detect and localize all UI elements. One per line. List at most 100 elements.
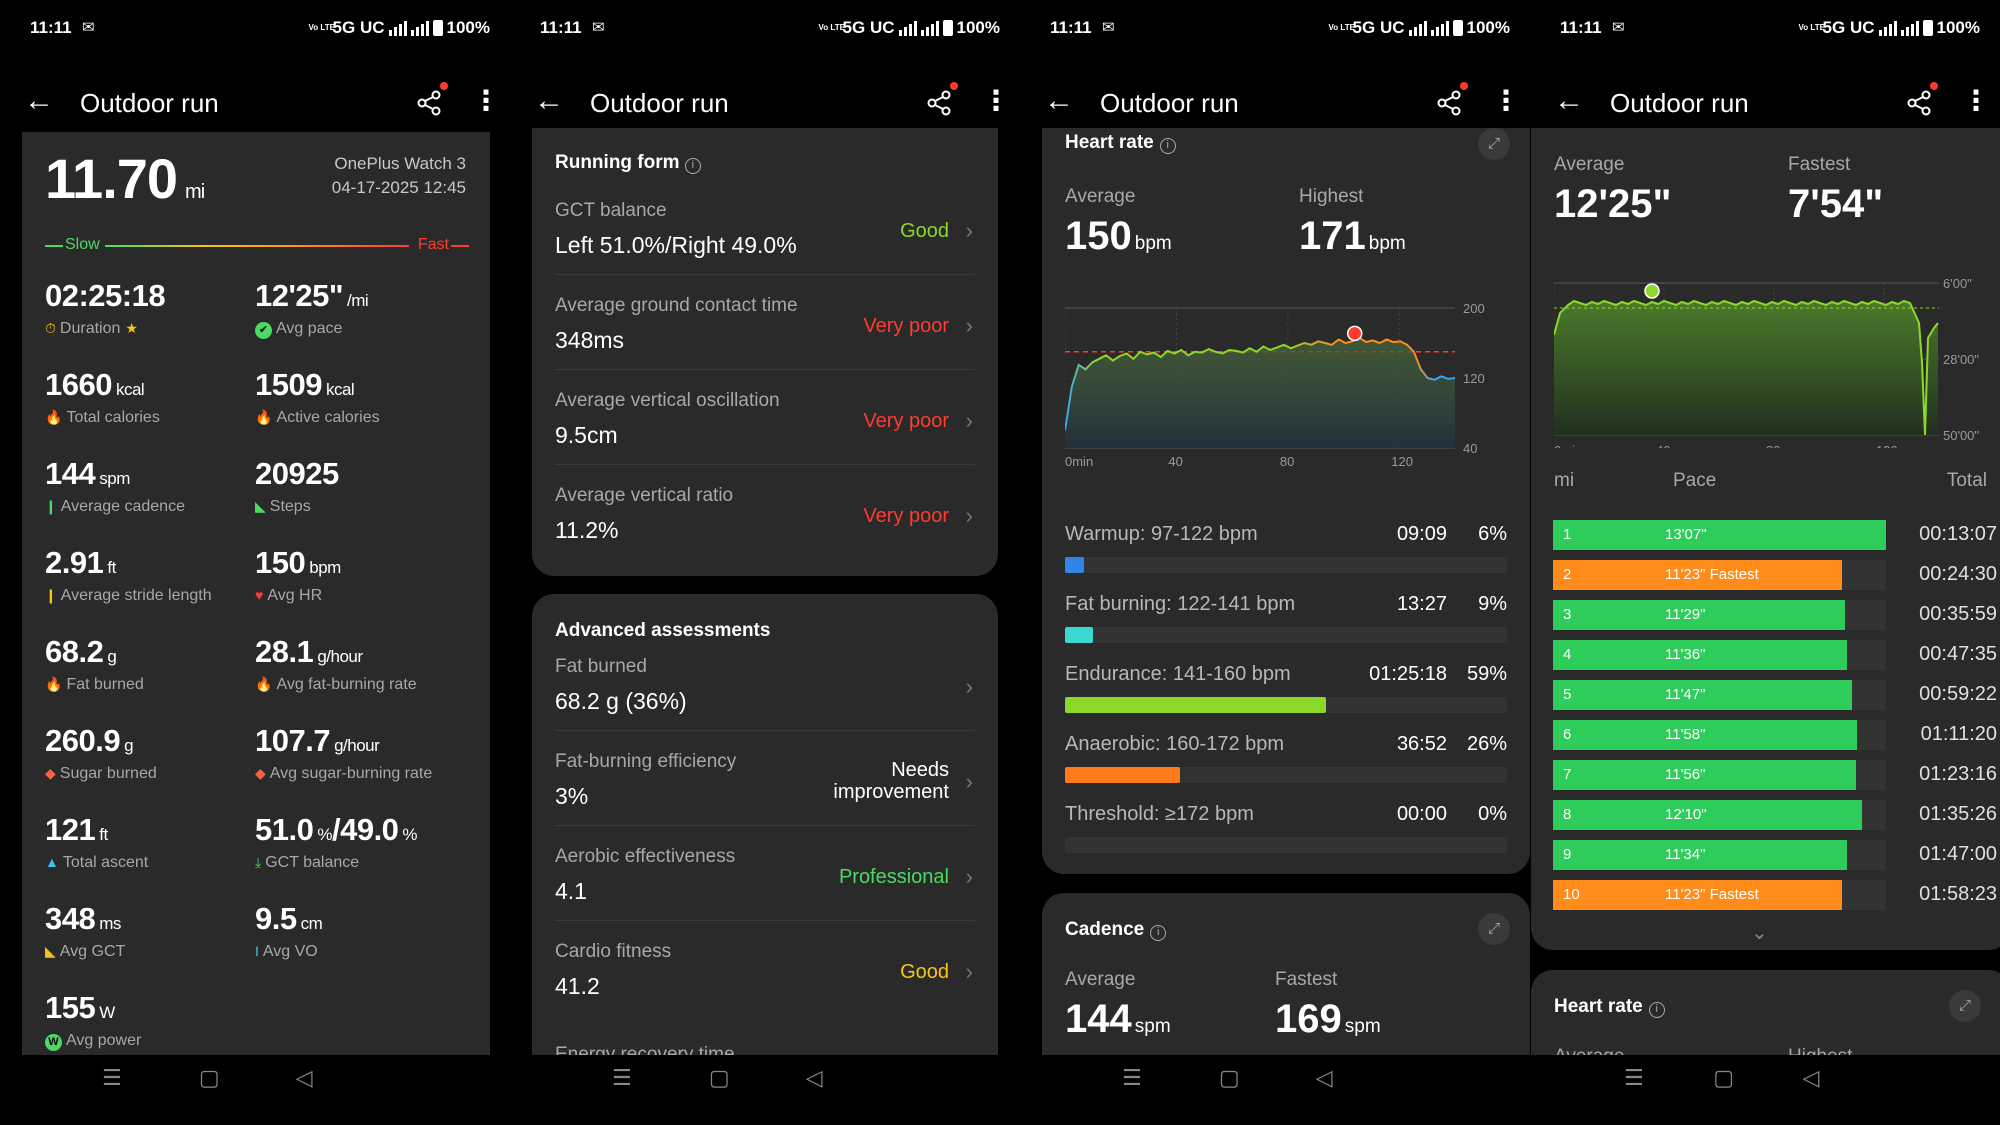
- recents-button[interactable]: ☰: [612, 1065, 632, 1090]
- split-row: 1 13'07" 00:13:07: [1553, 520, 1997, 550]
- network-label: 5G UC: [842, 18, 895, 37]
- status-icons: Vo LTE 5G UC 100%: [1799, 18, 1980, 38]
- info-icon[interactable]: i: [1150, 925, 1167, 941]
- network-label: 5G UC: [1352, 18, 1405, 37]
- stat-total-ascent: 121 ft ▲ Total ascent: [45, 812, 149, 871]
- nav-back-button[interactable]: ◁: [805, 1065, 823, 1090]
- split-total: 00:47:35: [1919, 643, 1997, 665]
- expand-icon[interactable]: ⤢: [1478, 128, 1510, 160]
- back-arrow-icon[interactable]: ←: [534, 84, 564, 117]
- status-bar: 11:11 ✉ Vo LTE 5G UC 100%: [1530, 0, 2000, 56]
- signal-icon: [898, 20, 917, 36]
- footprints-icon: ❙: [45, 587, 57, 603]
- share-button[interactable]: [414, 82, 448, 118]
- assessment-row[interactable]: Aerobic effectiveness 4.1 Professional ›: [555, 826, 975, 921]
- expand-icon[interactable]: ⤢: [1949, 990, 1981, 1022]
- y-tick-label: 40: [1463, 441, 1477, 456]
- info-icon[interactable]: i: [1648, 1002, 1665, 1018]
- split-bar: [1553, 720, 1857, 750]
- share-button[interactable]: [1434, 82, 1468, 118]
- assessment-row[interactable]: Average vertical oscillation 9.5cm Very po…: [555, 370, 975, 465]
- nav-back-button[interactable]: ◁: [295, 1065, 313, 1090]
- home-button[interactable]: ▢: [1218, 1065, 1240, 1090]
- nav-back-button[interactable]: ◁: [1802, 1065, 1820, 1090]
- split-pace: 11'23" Fastest: [1665, 566, 1759, 583]
- stat-avg-gct: 348 ms ◣ Avg GCT: [45, 901, 126, 960]
- screen-heart-rate: 11:11 ✉ Vo LTE 5G UC 100% ← Outdoor run ⋮ Heart …: [1020, 0, 1530, 1125]
- share-button[interactable]: [1904, 82, 1938, 118]
- stat-average-cadence: 144 spm ❙ Average cadence: [45, 456, 185, 515]
- stat-avg-sugar-burning-rate: 107.7 g/hour ◆ Avg sugar-burning rate: [255, 723, 433, 782]
- app-bar: ← Outdoor run ⋮: [1020, 78, 1530, 128]
- page-title: Outdoor run: [80, 88, 219, 118]
- hr-zone-row: Fat burning: 122-141 bpm 13:27 9%: [1065, 593, 1507, 653]
- volte-icon: Vo LTE: [1798, 23, 1825, 32]
- split-pace: 13'07": [1665, 526, 1707, 543]
- workout-datetime: 04-17-2025 12:45: [331, 178, 466, 197]
- cadence-title: Cadence i: [1065, 919, 1167, 941]
- chevron-down-icon[interactable]: ⌄: [1751, 922, 1768, 944]
- assessment-row[interactable]: Fat-burning efficiency 3% Needs improvemen…: [555, 731, 975, 826]
- split-row: 3 11'29" 00:35:59: [1553, 600, 1997, 630]
- chevron-right-icon: ›: [965, 674, 973, 699]
- battery-label: 100%: [1466, 18, 1510, 37]
- share-icon: [1907, 90, 1931, 116]
- x-tick-label: 120: [1391, 454, 1413, 466]
- home-button[interactable]: ▢: [708, 1065, 730, 1090]
- more-options-icon[interactable]: ⋮: [1962, 85, 1990, 116]
- home-button[interactable]: ▢: [1713, 1065, 1735, 1090]
- fast-label: Fast: [417, 236, 449, 253]
- recents-button[interactable]: ☰: [1122, 1065, 1142, 1090]
- back-arrow-icon[interactable]: ←: [24, 84, 54, 117]
- split-bar: [1553, 560, 1842, 590]
- volte-icon: Vo LTE: [1328, 23, 1355, 32]
- split-row: 8 12'10" 01:35:26: [1553, 800, 1997, 830]
- info-icon[interactable]: i: [1159, 138, 1176, 154]
- assessment-status: Professional: [838, 866, 949, 888]
- clock: 11:11: [540, 18, 582, 37]
- chevron-right-icon: ›: [965, 959, 973, 984]
- pace-chart: 6'00" 28'00" 50'00" 0min 40 80 120: [1554, 276, 1979, 448]
- assessment-status: Good: [900, 961, 949, 983]
- split-mile: 6: [1563, 726, 1572, 743]
- back-arrow-icon[interactable]: ←: [1554, 84, 1584, 117]
- battery-icon: [1922, 20, 1933, 36]
- battery-label: 100%: [446, 18, 490, 37]
- more-options-icon[interactable]: ⋮: [472, 85, 500, 116]
- assessment-row[interactable]: Cardio fitness 41.2 Good ›: [555, 941, 973, 999]
- nav-back-button[interactable]: ◁: [1315, 1065, 1333, 1090]
- clock: 11:11: [1050, 18, 1092, 37]
- battery-label: 100%: [1936, 18, 1980, 37]
- split-row: 4 11'36" 00:47:35: [1553, 640, 1997, 670]
- share-icon: [417, 90, 441, 116]
- assessment-row[interactable]: GCT balance Left 51.0%/Right 49.0% Good ›: [555, 180, 975, 275]
- x-tick-label: 40: [1656, 443, 1670, 448]
- expand-icon[interactable]: ⤢: [1478, 913, 1510, 945]
- split-pace: 11'56": [1665, 766, 1706, 783]
- split-bar: [1553, 520, 1886, 550]
- recents-button[interactable]: ☰: [1624, 1065, 1644, 1090]
- split-bar: [1553, 760, 1856, 790]
- split-mile: 8: [1563, 806, 1572, 823]
- info-icon[interactable]: i: [684, 158, 701, 174]
- split-row: 2 11'23" Fastest 00:24:30: [1553, 560, 1997, 590]
- more-options-icon[interactable]: ⋮: [982, 85, 1010, 116]
- home-button[interactable]: ▢: [198, 1065, 220, 1090]
- assessment-row[interactable]: Average ground contact time 348ms Very poo…: [555, 275, 975, 370]
- split-row: 10 11'23" Fastest 01:58:23: [1553, 880, 1997, 910]
- app-bar: ← Outdoor run ⋮: [510, 78, 1020, 128]
- assessment-row[interactable]: Fat burned 68.2 g (36%) ›: [555, 636, 975, 731]
- recents-button[interactable]: ☰: [102, 1065, 122, 1090]
- volte-icon: Vo LTE: [308, 23, 335, 32]
- device-name: OnePlus Watch 3: [334, 154, 466, 173]
- footprints-icon: ❙: [45, 498, 57, 514]
- signal-icon: [410, 20, 429, 36]
- assessment-row[interactable]: Average vertical ratio 11.2% Very poor ›: [555, 485, 973, 543]
- distance-value: 11.70 mi: [45, 147, 205, 210]
- y-tick-label: 120: [1463, 371, 1485, 386]
- chevron-right-icon: ›: [965, 313, 973, 338]
- more-options-icon[interactable]: ⋮: [1492, 85, 1520, 116]
- share-button[interactable]: [924, 82, 958, 118]
- split-pace: 11'34": [1665, 846, 1706, 863]
- back-arrow-icon[interactable]: ←: [1044, 84, 1074, 117]
